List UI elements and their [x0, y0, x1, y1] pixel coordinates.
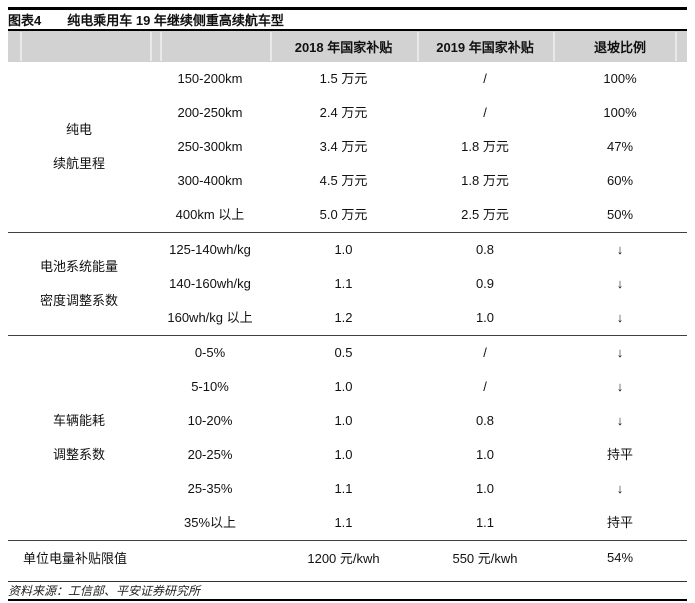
bottom-rule — [8, 599, 687, 601]
source-top-rule — [8, 581, 687, 582]
cell-range: 140-160wh/kg — [169, 276, 251, 291]
cell-ratio: 持平 — [606, 515, 633, 530]
cell-2018: 1.1 — [334, 481, 353, 496]
cell-ratio: 54% — [606, 549, 634, 565]
cell-range: 200-250km — [177, 105, 243, 120]
exhibit-table-figure: 图表4 纯电乘用车 19 年继续侧重高续航车型 2018 年国家补贴 2019 … — [8, 0, 687, 601]
cell-ratio: 47% — [606, 139, 634, 154]
header-separator — [417, 32, 419, 61]
cell-2018: 3.4 万元 — [319, 139, 368, 154]
cell-range: 160wh/kg 以上 — [167, 310, 253, 325]
table-header-row: 2018 年国家补贴 2019 年国家补贴 退坡比例 — [8, 31, 687, 62]
cell-range: 250-300km — [177, 139, 243, 154]
header-separator — [553, 32, 555, 61]
group-label: 电池系统能量 密度调整系数 — [8, 233, 150, 335]
group-label-line: 密度调整系数 — [39, 293, 118, 308]
cell-2019: / — [483, 379, 487, 394]
cell-range: 10-20% — [187, 413, 233, 428]
header-cell-2018-subsidy: 2018 年国家补贴 — [294, 40, 393, 55]
group-driving-range: 纯电 续航里程 150-200km 1.5 万元 / 100% 200-250k… — [8, 62, 687, 232]
group-label-line: 续航里程 — [52, 156, 105, 171]
cell-range: 125-140wh/kg — [169, 242, 251, 257]
cell-2019: 2.5 万元 — [461, 207, 509, 222]
cell-2019: 1.0 — [475, 447, 495, 462]
cell-2019: 1.0 — [475, 310, 495, 325]
group-label-line: 调整系数 — [52, 447, 105, 462]
cell-range: 300-400km — [177, 173, 243, 188]
group-label-line: 纯电 — [65, 122, 92, 137]
figure-number-label: 图表4 — [8, 13, 42, 28]
cell-2018: 1.1 — [334, 515, 353, 530]
cell-range: 5-10% — [191, 379, 229, 394]
cell-ratio: ↓ — [616, 413, 624, 428]
cell-2018: 5.0 万元 — [319, 207, 368, 222]
cell-2018: 2.4 万元 — [319, 105, 368, 120]
cell-2018: 1.2 — [334, 310, 353, 325]
top-spacer — [8, 0, 687, 7]
cell-2018: 4.5 万元 — [319, 173, 368, 188]
group-label: 纯电 续航里程 — [8, 62, 150, 232]
cell-range: 35%以上 — [183, 515, 237, 530]
cell-2019: 1.0 — [475, 481, 495, 496]
header-separator — [675, 32, 677, 61]
header-separator — [150, 32, 152, 61]
figure-title: 纯电乘用车 19 年继续侧重高续航车型 — [67, 13, 284, 28]
cell-2018: 1.0 — [334, 379, 353, 394]
cell-range: 0-5% — [194, 345, 226, 360]
cell-2019: 1.1 — [475, 515, 495, 530]
cell-2018: 1.0 — [334, 447, 353, 462]
cell-ratio: ↓ — [616, 379, 624, 394]
cell-ratio: ↓ — [616, 276, 624, 291]
cell-2019: / — [483, 345, 487, 360]
cell-ratio: 50% — [606, 207, 634, 222]
header-separator — [20, 32, 22, 61]
header-cell-decline-ratio: 退坡比例 — [593, 40, 646, 55]
cell-range: 25-35% — [187, 481, 233, 496]
group-label-line: 电池系统能量 — [39, 259, 118, 274]
cell-2018: 1200 元/kwh — [307, 550, 380, 566]
cell-2019: 0.9 — [475, 276, 495, 291]
cell-2018: 1.5 万元 — [319, 71, 368, 86]
cell-ratio: 100% — [603, 105, 637, 120]
summary-row: 单位电量补贴限值 1200 元/kwh 550 元/kwh 54% — [8, 540, 687, 573]
cell-2019: / — [483, 71, 487, 86]
summary-label: 单位电量补贴限值 — [23, 550, 128, 566]
cell-ratio: 60% — [606, 173, 634, 188]
cell-2019: 1.8 万元 — [461, 173, 509, 188]
cell-2019: 550 元/kwh — [452, 550, 518, 566]
header-cell-2019-subsidy: 2019 年国家补贴 — [436, 40, 534, 55]
group-label-line: 车辆能耗 — [52, 413, 105, 428]
cell-ratio: 持平 — [606, 447, 633, 462]
cell-ratio: ↓ — [616, 345, 624, 360]
cell-ratio: ↓ — [616, 242, 624, 257]
cell-2018: 1.0 — [334, 242, 353, 257]
cell-range: 150-200km — [177, 71, 243, 86]
title-underline-rule — [8, 29, 687, 31]
group-energy-density: 电池系统能量 密度调整系数 125-140wh/kg 1.0 0.8 ↓ 140… — [8, 232, 687, 335]
header-separator — [270, 32, 272, 61]
cell-ratio: 100% — [603, 71, 637, 86]
cell-2018: 1.0 — [334, 413, 353, 428]
cell-ratio: ↓ — [616, 481, 624, 496]
source-note: 资料来源：工信部、平安证券研究所 — [8, 584, 201, 598]
group-label: 车辆能耗 调整系数 — [8, 336, 150, 540]
figure-title-row: 图表4 纯电乘用车 19 年继续侧重高续航车型 — [8, 10, 687, 29]
cell-2019: 1.8 万元 — [461, 139, 509, 154]
footer-spacer — [8, 573, 687, 581]
cell-2018: 0.5 — [334, 345, 353, 360]
cell-2019: 0.8 — [475, 242, 495, 257]
cell-range: 400km 以上 — [175, 207, 245, 222]
cell-2018: 1.1 — [334, 276, 353, 291]
cell-range: 20-25% — [187, 447, 233, 462]
group-energy-consumption: 车辆能耗 调整系数 0-5% 0.5 / ↓ 5-10% 1.0 / ↓ 10-… — [8, 335, 687, 540]
cell-ratio: ↓ — [616, 310, 624, 325]
top-rule — [8, 7, 687, 10]
cell-2019: / — [483, 105, 487, 120]
cell-2019: 0.8 — [475, 413, 495, 428]
header-separator — [160, 32, 162, 61]
